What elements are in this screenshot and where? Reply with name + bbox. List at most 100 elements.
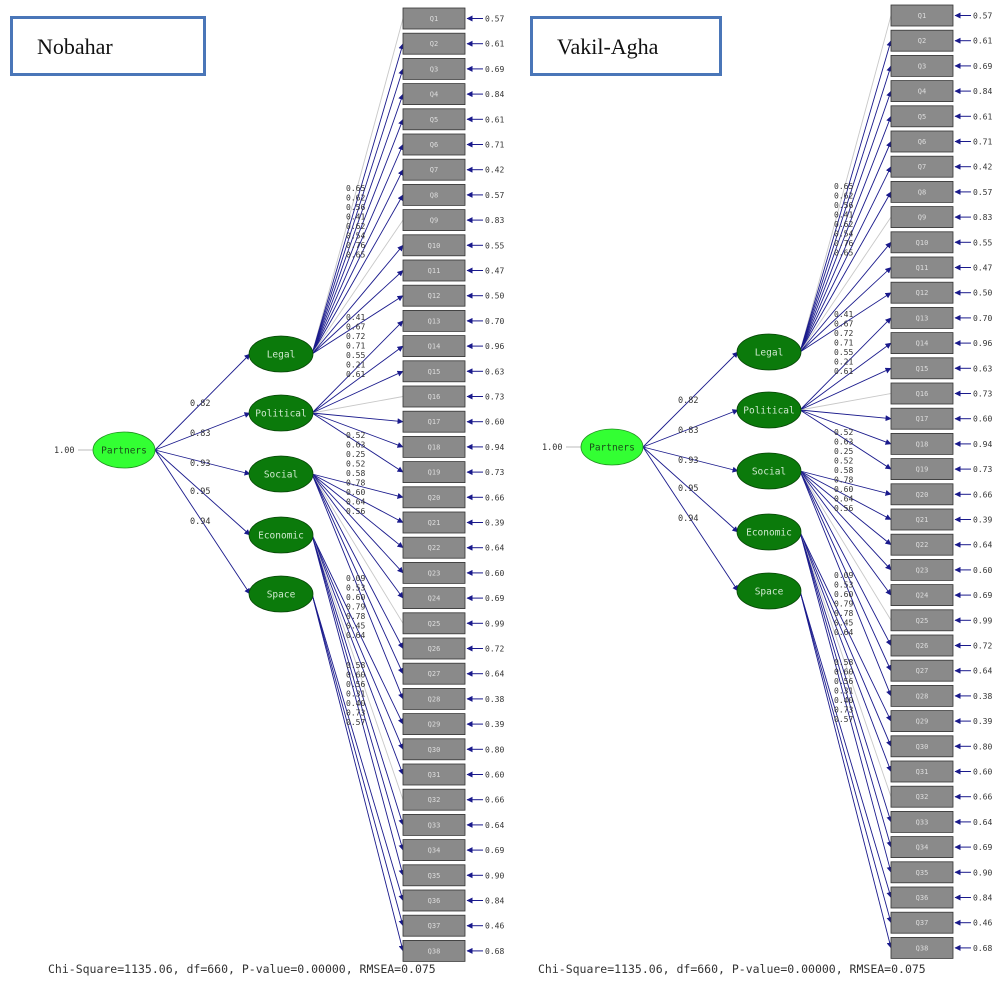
item-box — [890, 407, 954, 430]
factor-to-item-path — [311, 473, 404, 574]
factor-to-item-path — [311, 593, 405, 901]
item-loading-label: 0.71 — [834, 339, 853, 348]
item-box — [890, 911, 954, 934]
factor-to-item-path — [311, 534, 404, 800]
item-loading-label: 0.60 — [834, 590, 853, 599]
factor-loading-label: 0.93 — [678, 456, 698, 466]
factor-to-item-path — [799, 470, 892, 621]
diagram-title-text: Nobahar — [37, 34, 113, 59]
item-label: Q34 — [916, 844, 929, 852]
item-label: Q28 — [916, 692, 929, 700]
error-variance-label: 0.84 — [973, 87, 992, 96]
factor-to-item-path — [799, 141, 892, 353]
error-variance-label: 0.83 — [485, 216, 504, 225]
factor-label: Economic — [746, 528, 792, 539]
item-label: Q3 — [918, 62, 926, 70]
item-box — [890, 685, 954, 707]
factor-to-item-path — [799, 470, 892, 697]
factor-to-item-path — [311, 270, 404, 355]
factor-to-item-path — [799, 590, 893, 949]
item-box — [402, 864, 466, 887]
factor-to-item-path — [311, 534, 404, 725]
item-loading-label: 0.41 — [346, 313, 365, 322]
item-box — [402, 32, 466, 55]
error-variance-label: 0.69 — [485, 65, 504, 74]
factor-ellipse — [736, 391, 802, 429]
item-label: Q20 — [428, 494, 441, 502]
item-loading-label: 0.09 — [346, 574, 365, 583]
item-loading-label: 0.76 — [834, 239, 853, 248]
item-box — [402, 435, 466, 458]
root-ellipse — [580, 428, 644, 466]
item-label: Q26 — [428, 645, 441, 653]
item-label: Q2 — [430, 40, 438, 48]
error-variance-label: 0.66 — [485, 796, 504, 805]
item-label: Q10 — [916, 239, 929, 247]
item-label: Q35 — [428, 872, 441, 880]
item-label: Q4 — [918, 88, 926, 96]
error-variance-label: 0.66 — [485, 493, 504, 502]
error-variance-label: 0.46 — [485, 922, 504, 931]
error-variance-label: 0.57 — [973, 12, 992, 21]
error-variance-label: 0.83 — [973, 213, 992, 222]
factor-label: Social — [264, 470, 298, 481]
root-label: Partners — [101, 446, 147, 457]
factor-to-item-path — [799, 590, 893, 898]
error-variance-label: 0.38 — [485, 695, 504, 704]
factor-to-item-path — [311, 473, 404, 523]
factor-to-item-path — [799, 216, 892, 353]
factor-to-item-path — [311, 244, 404, 355]
item-loading-label: 0.60 — [834, 668, 853, 677]
item-loading-label: 0.79 — [346, 603, 365, 612]
factor-to-item-path — [799, 590, 893, 924]
factor-loading-label: 0.94 — [678, 514, 698, 524]
item-label: Q24 — [916, 592, 929, 600]
item-box — [890, 281, 954, 304]
factor-to-item-path — [799, 470, 892, 596]
item-loading-label: 0.31 — [346, 690, 365, 699]
error-variance-label: 0.42 — [485, 166, 504, 175]
factor-to-item-path — [311, 534, 405, 851]
item-box — [402, 58, 466, 80]
fit-statistics-left: Chi-Square=1135.06, df=660, P-value=0.00… — [48, 962, 436, 976]
item-label: Q16 — [916, 390, 929, 398]
item-label: Q6 — [430, 141, 438, 149]
item-label: Q14 — [428, 343, 441, 351]
item-loading-label: 0.45 — [346, 622, 365, 631]
item-label: Q26 — [916, 642, 929, 650]
root-to-factor-path — [154, 449, 251, 595]
item-loading-label: 0.67 — [834, 320, 853, 329]
item-loading-label: 0.73 — [346, 709, 365, 718]
item-label: Q30 — [428, 746, 441, 754]
item-box — [402, 688, 466, 710]
item-box — [890, 130, 954, 153]
item-box — [402, 914, 466, 937]
error-variance-label: 0.64 — [973, 667, 992, 676]
item-box — [890, 533, 954, 556]
item-box — [402, 309, 466, 332]
factor-label: Political — [255, 409, 306, 420]
item-box — [890, 836, 954, 858]
factor-label: Economic — [258, 531, 304, 542]
item-label: Q29 — [428, 721, 441, 729]
root-label: Partners — [589, 443, 635, 454]
factor-to-item-path — [799, 241, 892, 353]
item-label: Q19 — [428, 469, 441, 477]
factor-loading-label: 0.82 — [190, 399, 210, 409]
item-loading-label: 0.53 — [346, 584, 365, 593]
item-box — [402, 738, 466, 761]
factor-label: Political — [743, 406, 794, 417]
item-box — [890, 886, 954, 909]
factor-to-item-path — [799, 531, 892, 797]
item-box — [402, 461, 466, 484]
item-label: Q21 — [916, 516, 929, 524]
item-loading-label: 0.40 — [834, 696, 853, 705]
item-loading-label: 0.54 — [346, 232, 365, 241]
error-variance-label: 0.57 — [973, 188, 992, 197]
item-loading-label: 0.62 — [834, 192, 853, 201]
error-variance-label: 0.61 — [485, 115, 504, 124]
error-variance-label: 0.63 — [973, 364, 992, 373]
error-variance-label: 0.47 — [485, 267, 504, 276]
item-label: Q8 — [430, 191, 438, 199]
item-box — [890, 861, 954, 884]
